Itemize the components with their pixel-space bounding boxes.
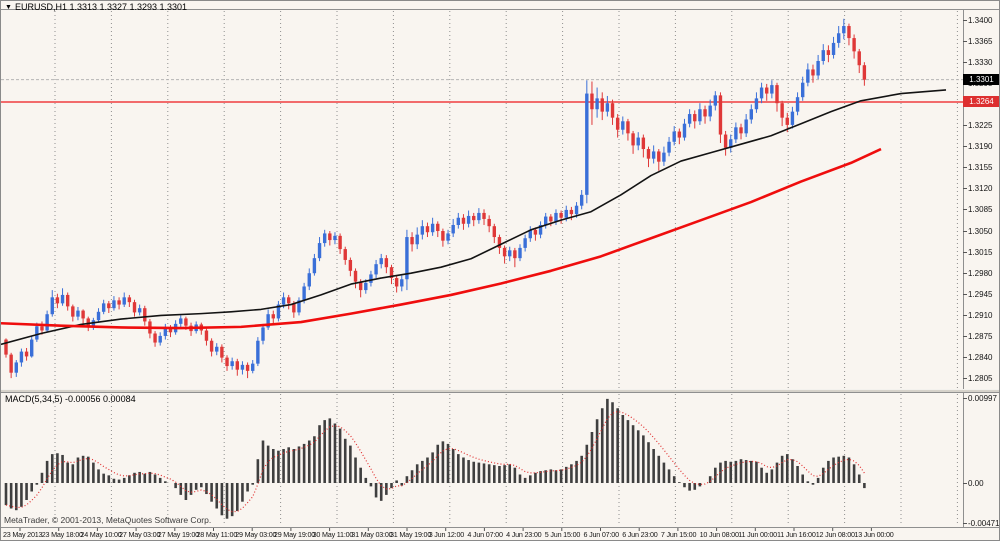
macd-tick-label: 0.00997 bbox=[968, 393, 997, 403]
macd-axis-tick bbox=[963, 482, 967, 484]
price-tick-label: 1.2805 bbox=[968, 374, 993, 384]
price-axis-tick bbox=[963, 146, 967, 148]
copyright-label: MetaTrader, © 2001-2013, MetaQuotes Soft… bbox=[4, 515, 212, 525]
price-axis-tick bbox=[963, 314, 967, 316]
price-tick-label: 1.3225 bbox=[968, 121, 993, 130]
price-axis-tick bbox=[963, 167, 967, 169]
time-tick-label: 27 May 19:00 bbox=[157, 530, 199, 539]
chart-marker-icon: ▼ bbox=[5, 4, 12, 11]
price-axis-tick bbox=[963, 293, 967, 295]
hline-price-badge: 1.3264 bbox=[963, 96, 999, 108]
price-tick-label: 1.3155 bbox=[968, 163, 993, 173]
price-axis-tick bbox=[963, 19, 967, 21]
time-axis[interactable]: 23 May 2013 23 May 18:00 24 May 10:00 27 Ma… bbox=[1, 527, 999, 540]
time-tick-label: 31 May 03:00 bbox=[351, 530, 393, 539]
macd-tick-label: -0.00471 bbox=[968, 518, 1000, 528]
price-axis-tick bbox=[963, 357, 967, 359]
time-tick-label: 23 May 18:00 bbox=[41, 530, 83, 539]
price-tick-label: 1.3120 bbox=[968, 184, 993, 194]
price-tick-label: 1.3365 bbox=[968, 36, 993, 46]
price-axis-tick bbox=[963, 125, 967, 126]
time-tick-label: 12 Jun 08:00 bbox=[815, 530, 855, 539]
price-tick-label: 1.3015 bbox=[968, 247, 993, 257]
time-tick-label: 24 May 10:00 bbox=[80, 530, 122, 539]
price-axis-tick bbox=[963, 251, 967, 253]
macd-axis-tick bbox=[963, 397, 967, 399]
price-axis-tick bbox=[963, 230, 967, 232]
time-tick-label: 29 May 19:00 bbox=[273, 530, 316, 539]
price-tick-label: 1.3190 bbox=[968, 142, 993, 152]
price-axis-tick bbox=[963, 378, 967, 380]
symbol-ohlc-text: EURUSD,H1 1.3313 1.3327 1.3293 1.3301 bbox=[14, 2, 188, 12]
time-tick-label: 4 Jun 23:00 bbox=[506, 530, 542, 539]
symbol-ohlc-label: ▼ EURUSD,H1 1.3313 1.3327 1.3293 1.3301 bbox=[5, 2, 187, 12]
price-axis-tick bbox=[963, 209, 967, 211]
time-tick-label: 28 May 11:00 bbox=[196, 530, 238, 539]
price-tick-label: 1.3050 bbox=[968, 226, 993, 236]
time-tick-label: 30 May 11:00 bbox=[312, 530, 354, 539]
price-tick-label: 1.2840 bbox=[968, 353, 993, 363]
time-tick-label: 27 May 03:00 bbox=[119, 530, 161, 539]
price-tick-label: 1.2945 bbox=[968, 289, 993, 299]
price-axis-tick bbox=[963, 40, 967, 42]
price-axis[interactable]: 1.34001.33651.33301.32951.32601.32251.31… bbox=[963, 1, 1000, 540]
time-tick-label: 6 Jun 23:00 bbox=[622, 530, 658, 539]
time-tick-label: 13 Jun 00:00 bbox=[854, 530, 894, 539]
price-tick-label: 1.3330 bbox=[968, 57, 993, 67]
time-tick-label: 11 Jun 00:00 bbox=[738, 530, 777, 539]
macd-tick-label: 0.00 bbox=[968, 478, 984, 488]
price-tick-label: 1.2875 bbox=[968, 332, 993, 342]
price-axis-tick bbox=[963, 336, 967, 338]
price-tick-label: 1.2910 bbox=[968, 310, 993, 320]
time-tick-label: 5 Jun 15:00 bbox=[544, 530, 581, 539]
price-tick-label: 1.3085 bbox=[968, 205, 993, 215]
time-tick-label: 23 May 2013 bbox=[3, 530, 43, 539]
macd-axis-tick bbox=[963, 522, 967, 524]
time-tick-label: 10 Jun 08:00 bbox=[699, 530, 739, 539]
time-tick-label: 6 Jun 07:00 bbox=[583, 530, 620, 539]
current-price-badge: 1.3301 bbox=[963, 74, 999, 86]
price-axis-tick bbox=[963, 61, 967, 63]
time-tick-label: 4 Jun 07:00 bbox=[467, 530, 503, 539]
time-tick-label: 29 May 03:00 bbox=[235, 530, 277, 539]
panel-separator[interactable] bbox=[1, 389, 999, 393]
price-axis-tick bbox=[963, 272, 967, 274]
price-tick-label: 1.3400 bbox=[968, 15, 993, 25]
time-tick-label: 3 Jun 12:00 bbox=[428, 530, 465, 539]
time-tick-label: 11 Jun 16:00 bbox=[777, 530, 816, 539]
macd-indicator-label: MACD(5,34,5) -0.00056 0.00084 bbox=[5, 394, 136, 404]
price-tick-label: 1.2980 bbox=[968, 268, 993, 278]
time-tick-label: 31 May 19:00 bbox=[390, 530, 432, 539]
time-tick-label: 7 Jun 15:00 bbox=[660, 530, 697, 539]
price-axis-tick bbox=[963, 188, 967, 190]
